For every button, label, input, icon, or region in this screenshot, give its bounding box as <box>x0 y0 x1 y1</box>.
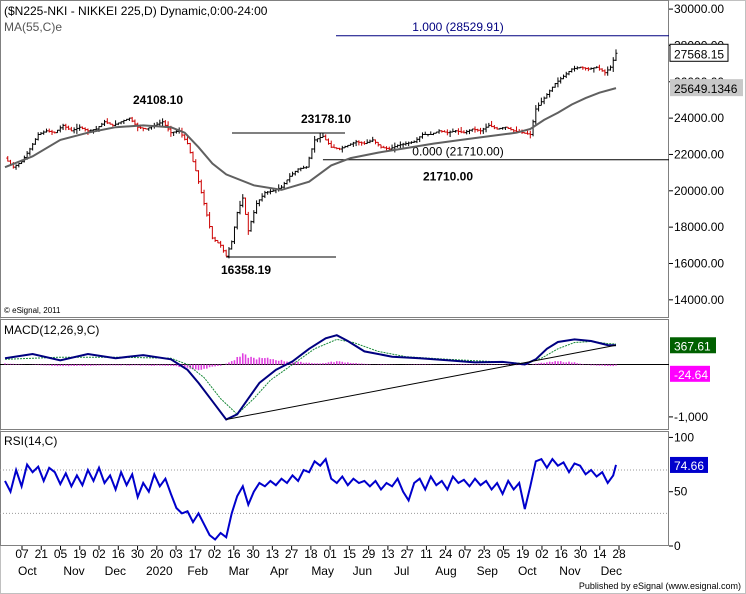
x-day-label: 30 <box>574 547 588 561</box>
last-rsi-label: 74.66 <box>674 459 704 473</box>
x-month-label: Oct <box>518 564 537 578</box>
price-y-tick-label: 20000.00 <box>674 184 724 198</box>
price-panel <box>0 0 669 318</box>
x-day-label: 30 <box>246 547 260 561</box>
x-day-label: 11 <box>420 547 433 561</box>
last-macd-tag <box>670 337 716 354</box>
x-month-label: Jun <box>353 564 372 578</box>
price-y-tick-label: 22000.00 <box>674 147 724 161</box>
fib-level-0-label: 0.000 (21710.00) <box>412 145 503 159</box>
x-month-label: Dec <box>105 564 126 578</box>
x-day-label: 02 <box>535 547 549 561</box>
rsi-y-tick-label: 100 <box>674 430 694 444</box>
macd-line <box>4 334 617 421</box>
x-day-label: 20 <box>150 547 164 561</box>
last-ma-tag <box>670 79 743 97</box>
last-hist-label: -24.64 <box>674 368 708 382</box>
ma-55-line <box>4 87 617 191</box>
x-month-label: Feb <box>187 564 208 578</box>
last-price-tag <box>669 43 729 62</box>
price-y-tick-label: 18000.00 <box>674 220 724 234</box>
rsi-y-tick-label: 0 <box>674 539 681 553</box>
x-day-label: 16 <box>112 547 126 561</box>
price-y-tick-label: 30000.00 <box>674 2 724 16</box>
price-y-tick-label: 24000.00 <box>674 111 724 125</box>
x-day-label: 30 <box>131 547 145 561</box>
x-day-label: 05 <box>497 547 511 561</box>
x-day-label: 14 <box>593 547 607 561</box>
macd-panel <box>0 319 669 430</box>
swing-high-2-label: 23178.10 <box>301 112 351 126</box>
last-hist-tag <box>670 365 710 382</box>
x-day-label: 19 <box>73 547 87 561</box>
chart-title: ($N225-NKI - NIKKEI 225,D) Dynamic,0:00-… <box>4 4 268 18</box>
x-month-label: May <box>311 564 334 578</box>
x-day-label: 24 <box>439 547 453 561</box>
x-month-label: Apr <box>270 564 289 578</box>
x-month-label: Aug <box>435 564 456 578</box>
macd-y-tick-label: -1,000 <box>674 410 708 424</box>
last-macd-label: 367.61 <box>674 339 711 353</box>
ma-label: MA(55,C)e <box>4 20 62 34</box>
x-day-label: 21 <box>35 547 49 561</box>
rsi-panel <box>0 431 669 546</box>
axis-layer: 07 21 05 19 02 16 30 20 03 17 02 16 30 13 27 18 01 15 29 13… <box>15 546 626 578</box>
rsi-line <box>4 456 617 541</box>
macd-trendline <box>226 344 617 421</box>
x-day-label: 03 <box>169 547 183 561</box>
x-day-label: 02 <box>92 547 106 561</box>
x-day-label: 01 <box>323 547 337 561</box>
last-ma-label: 25649.1346 <box>674 82 738 96</box>
macd-signal-line <box>4 338 617 415</box>
rsi-layer: 100 50 0 74.66 <box>0 430 708 553</box>
x-month-label: Nov <box>63 564 84 578</box>
x-day-label: 29 <box>362 547 376 561</box>
last-rsi-tag <box>670 456 708 473</box>
swing-low-label: 16358.19 <box>221 263 271 277</box>
macd-layer: -1,000 367.61 -24.64 <box>0 334 716 424</box>
x-day-label: 28 <box>612 547 626 561</box>
x-day-label: 07 <box>458 547 472 561</box>
x-month-label: 2020 <box>146 564 173 578</box>
x-day-label: 15 <box>343 547 357 561</box>
x-day-label: 27 <box>285 547 299 561</box>
x-day-label: 23 <box>478 547 492 561</box>
x-month-label: Sep <box>477 564 499 578</box>
x-day-label: 13 <box>266 547 280 561</box>
rsi-title: RSI(14,C) <box>4 434 57 448</box>
x-day-label: 05 <box>54 547 68 561</box>
x-day-label: 16 <box>227 547 241 561</box>
x-day-label: 13 <box>381 547 395 561</box>
x-day-label: 19 <box>516 547 530 561</box>
x-month-label: Mar <box>229 564 250 578</box>
x-month-label: Jul <box>394 564 409 578</box>
footer-text: Published by eSignal (www.esignal.com) <box>579 581 741 591</box>
x-month-label: Dec <box>601 564 622 578</box>
x-day-label: 02 <box>208 547 222 561</box>
credit-text: © eSignal, 2011 <box>4 306 61 315</box>
last-price-label: 27568.15 <box>674 47 724 61</box>
x-day-label: 27 <box>400 547 414 561</box>
x-month-label: Nov <box>559 564 580 578</box>
price-layer: 30000.0028000.0026000.0024000.0022000.00… <box>4 2 743 307</box>
x-day-label: 07 <box>15 547 29 561</box>
swing-high-1-label: 24108.10 <box>133 93 183 107</box>
x-month-label: Oct <box>18 564 37 578</box>
price-y-tick-label: 16000.00 <box>674 256 724 270</box>
price-y-tick-label: 14000.00 <box>674 293 724 307</box>
fib-level-100-label: 1.000 (28529.91) <box>412 20 503 34</box>
x-day-label: 18 <box>304 547 318 561</box>
x-day-label: 17 <box>189 547 203 561</box>
x-day-label: 16 <box>555 547 569 561</box>
rsi-y-tick-label: 50 <box>674 485 688 499</box>
retrace-low-label: 21710.00 <box>423 170 473 184</box>
macd-title: MACD(12,26,9,C) <box>4 323 99 337</box>
